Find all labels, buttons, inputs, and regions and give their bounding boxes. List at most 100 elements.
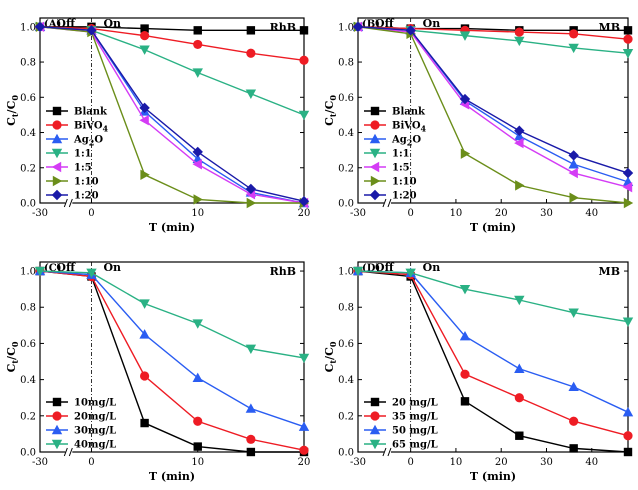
legend-marker (370, 175, 381, 187)
data-point (193, 194, 203, 205)
legend-label: 65 mg/L (392, 440, 438, 451)
data-point (245, 183, 257, 195)
data-point (298, 196, 310, 207)
panel-tag: (D) (362, 263, 380, 274)
series-50-mg-l (352, 265, 634, 417)
data-point-dark (34, 266, 46, 277)
y-axis-label: Ct/C0 (323, 95, 338, 126)
axis-break-mask (65, 199, 73, 207)
legend-label: 1:1 (74, 149, 92, 160)
series-line (39, 26, 305, 61)
legend-label: 35 mg/L (392, 412, 438, 423)
data-point (460, 369, 470, 379)
data-point (193, 26, 202, 35)
data-point (140, 418, 149, 428)
data-point (569, 444, 578, 453)
data-point-dark (352, 266, 364, 277)
series-line (39, 270, 305, 428)
legend-marker (51, 424, 63, 435)
x-tick-label: 40 (585, 208, 598, 219)
axis-break-mark (63, 198, 68, 208)
legend: 20 mg/L 35 mg/L 50 mg/L 65 mg/L (364, 398, 438, 451)
x-tick-label: 10 (450, 208, 463, 219)
data-point-dark (352, 21, 364, 33)
x-axis-label: T (min) (470, 470, 516, 483)
series-65-mg-l (352, 266, 634, 327)
axis-break-mark (387, 198, 392, 208)
legend-label: 1:10 (74, 177, 99, 188)
x-tick-label: 10 (450, 457, 463, 468)
legend: 10mg/L 20mg/L 30mg/L 40mg/L (46, 398, 116, 451)
series-1-20 (34, 21, 310, 207)
legend-label: 1:10 (392, 177, 417, 188)
x-tick-label: 0 (88, 208, 94, 219)
series-40mg-l (34, 266, 310, 364)
y-tick-label: 0.4 (20, 375, 36, 386)
data-point (460, 148, 471, 159)
series-line (39, 270, 305, 359)
legend-marker (369, 148, 381, 159)
y-tick-label: 0.0 (338, 448, 354, 459)
data-point (299, 55, 309, 65)
x-tick-label: 10 (191, 457, 204, 468)
plot-frame (39, 17, 305, 204)
y-tick-label: 0.4 (338, 128, 354, 139)
series-line (39, 26, 304, 204)
data-point (459, 93, 471, 105)
data-point (622, 406, 634, 417)
y-tick-label: 0.6 (20, 93, 36, 104)
y-axis-label: Ct/C0 (5, 341, 20, 372)
axis-break-mask (383, 448, 391, 456)
x-tick-label: 20 (298, 457, 311, 468)
off-label: Off (375, 17, 395, 30)
x-tick-label-dark: -30 (32, 457, 48, 468)
panel-b: 0.0 0.2 0.4 0.6 0.8 1.0 0 10 20 30 40 -30 Off On (B) MB… (323, 17, 634, 234)
data-point (246, 447, 256, 457)
legend-label: BiVO4 (74, 121, 109, 134)
panel-d: 0.0 0.2 0.4 0.6 0.8 1.0 0 10 20 30 40 -30 Off On (D) MB… (323, 261, 634, 483)
data-point (568, 308, 579, 318)
data-point (515, 431, 524, 440)
data-point (514, 27, 524, 37)
data-point (569, 416, 579, 426)
x-tick-label: 30 (540, 457, 553, 468)
x-tick-label: 30 (540, 208, 553, 219)
legend-marker (369, 189, 381, 201)
data-point (246, 434, 256, 444)
data-point (622, 167, 634, 179)
legend-marker (370, 411, 380, 421)
data-point (140, 31, 150, 41)
data-point (245, 403, 257, 413)
data-point (514, 137, 524, 149)
data-point (139, 299, 150, 309)
legend-label: 1:20 (74, 191, 99, 202)
data-point (623, 26, 633, 35)
data-point (298, 421, 310, 431)
data-point (192, 146, 203, 158)
data-point (568, 150, 579, 161)
y-tick-label: 0.2 (20, 163, 36, 174)
plot-frame (357, 17, 629, 204)
y-tick-label: 1.0 (338, 22, 354, 33)
legend-label: Ag2O (391, 135, 421, 148)
data-point (246, 48, 256, 58)
legend-label: Blank (392, 107, 426, 118)
x-tick-label: 0 (407, 208, 413, 219)
off-label: Off (56, 261, 76, 274)
y-tick-label: 0.0 (338, 199, 354, 210)
y-tick-label: 0.4 (338, 375, 354, 386)
panel-tag: (A) (44, 19, 61, 30)
legend-marker (52, 120, 62, 130)
data-point (246, 26, 256, 35)
data-point (569, 29, 579, 39)
y-tick-label: 0.2 (338, 163, 354, 174)
x-tick-label-dark: -30 (32, 208, 48, 219)
series-line (357, 26, 629, 204)
data-point (193, 39, 203, 50)
data-point (568, 159, 579, 169)
data-point (514, 125, 525, 136)
data-point (193, 416, 203, 426)
data-point (245, 344, 257, 355)
